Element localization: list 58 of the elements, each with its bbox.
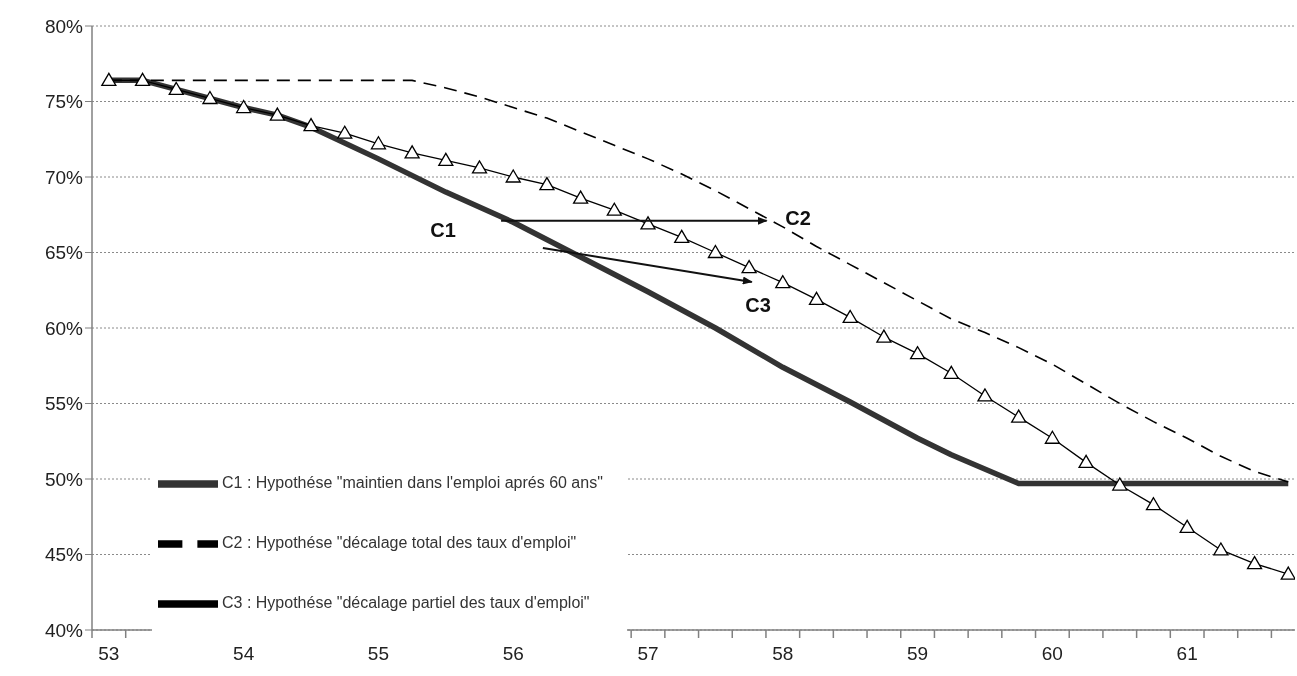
y-tick-label: 80% [44, 15, 84, 37]
point [674, 229, 690, 244]
point [471, 160, 488, 174]
annotation: C2 [785, 207, 811, 229]
point [943, 365, 959, 379]
point [1011, 409, 1027, 423]
y-tick-label: 40% [44, 619, 84, 641]
legend-label: C3 : Hypothése "décalage partiel des taux d'emploi" [222, 593, 590, 611]
point [775, 275, 791, 289]
annotation: C3 [745, 294, 771, 316]
point [505, 169, 521, 183]
legend-label: C2 : Hypothése "décalage total des taux d'emploi" [222, 533, 577, 551]
point [370, 136, 387, 150]
x-tick-label: 53 [98, 643, 120, 664]
x-tick-label: 59 [907, 643, 929, 664]
point [606, 202, 622, 216]
y-tick-label: 45% [44, 544, 84, 566]
y-tick-label: 50% [44, 468, 84, 490]
point [572, 190, 589, 204]
point [1179, 519, 1195, 533]
x-tick-label: 57 [637, 643, 659, 664]
x-tick-label: 56 [502, 643, 524, 664]
point [337, 125, 353, 139]
x-tick-label: 61 [1176, 643, 1198, 664]
point [707, 244, 724, 259]
point [168, 81, 184, 96]
point [404, 145, 420, 159]
point [909, 346, 926, 360]
point [539, 176, 555, 191]
x-tick-label: 54 [233, 643, 255, 664]
point [1044, 430, 1061, 444]
point [1280, 566, 1295, 580]
point [202, 90, 218, 105]
x-tick-label: 55 [367, 643, 389, 664]
point [741, 259, 757, 274]
y-tick-label: 65% [44, 242, 84, 264]
legend-label: C1 : Hypothése "maintien dans l'emploi aprés 60 ans" [222, 473, 603, 491]
point [1213, 542, 1229, 556]
point [1145, 497, 1162, 511]
point [977, 388, 993, 402]
point [269, 107, 285, 121]
point [1246, 555, 1263, 570]
point [842, 309, 858, 324]
x-tick-label: 58 [772, 643, 794, 664]
point [438, 152, 454, 167]
x-tick-label: 60 [1041, 643, 1063, 664]
annotation: C1 [430, 219, 456, 241]
point [134, 72, 151, 87]
point [876, 329, 892, 343]
y-tick-label: 75% [44, 91, 84, 113]
y-tick-label: 55% [44, 393, 84, 415]
point [303, 118, 319, 132]
y-tick-label: 70% [44, 166, 84, 188]
point [235, 99, 252, 114]
point [1112, 477, 1128, 491]
point [1078, 454, 1094, 469]
y-tick-label: 60% [44, 317, 84, 339]
point [808, 291, 825, 305]
